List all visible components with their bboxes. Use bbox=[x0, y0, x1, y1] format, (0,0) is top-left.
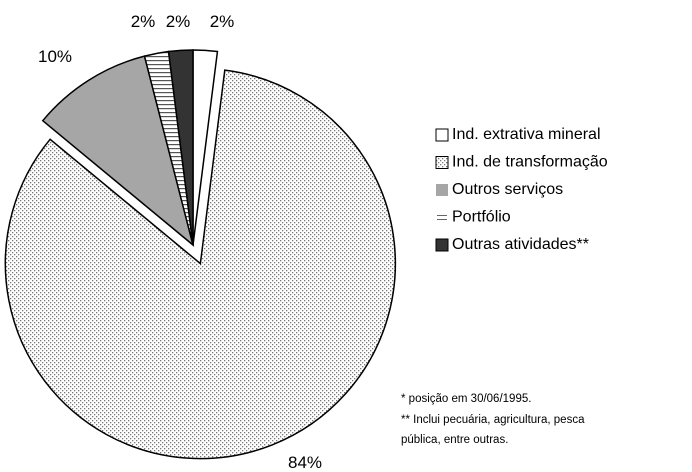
footnote: ** Inclui pecuária, agricultura, pesca bbox=[401, 414, 585, 426]
footnote: pública, entre outras. bbox=[401, 434, 508, 446]
slice-label: 10% bbox=[38, 47, 72, 66]
legend-label: Outros serviços bbox=[452, 181, 563, 198]
legend-swatch bbox=[435, 128, 449, 142]
pie-slice bbox=[4, 69, 397, 460]
slice-label: 84% bbox=[288, 453, 322, 472]
legend-swatch bbox=[435, 156, 449, 169]
footnotes: * posição em 30/06/1995. ** Inclui pecuár… bbox=[401, 393, 585, 446]
legend-label: Outras atividades** bbox=[452, 236, 589, 253]
pie-slice bbox=[41, 55, 195, 248]
slice-label: 2% bbox=[166, 12, 191, 31]
legend-swatch bbox=[436, 184, 448, 196]
slice-label: 2% bbox=[210, 12, 235, 31]
legend-swatch bbox=[435, 238, 449, 252]
pie-slice bbox=[167, 49, 194, 246]
legend-label: Ind. extrativa mineral bbox=[452, 126, 601, 143]
legend-label: Portfólio bbox=[452, 209, 511, 226]
footnote: * posição em 30/06/1995. bbox=[401, 393, 531, 405]
legend-label: Ind. de transformação bbox=[452, 154, 608, 171]
slice-label: 2% bbox=[131, 12, 156, 31]
